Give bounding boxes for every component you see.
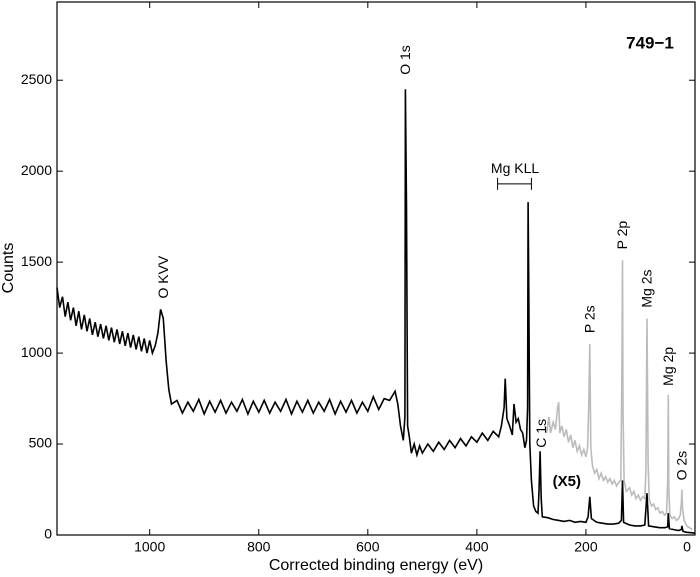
peak-label: Mg KLL	[491, 160, 539, 176]
y-axis-label: Counts	[0, 243, 17, 294]
x-tick-label: 200	[574, 539, 598, 555]
spectrum-line	[56, 89, 695, 534]
y-tick-label: 500	[29, 435, 53, 451]
x-axis-label: Corrected binding energy (eV)	[269, 557, 483, 574]
y-tick-label: 2000	[21, 162, 52, 178]
peak-label: P 2s	[581, 305, 597, 333]
y-tick-label: 1000	[21, 344, 52, 360]
y-tick-label: 0	[44, 526, 52, 542]
x-tick-label: 0	[683, 539, 691, 555]
y-tick-label: 2500	[21, 71, 52, 87]
chart-title: 749−1	[626, 33, 674, 52]
peak-label: O KVV	[155, 255, 171, 298]
peak-label: Mg 2s	[639, 269, 655, 307]
plot-frame	[56, 1, 696, 536]
peak-label: Mg 2p	[660, 347, 676, 386]
x-tick-label: 800	[247, 539, 271, 555]
x-tick-label: 400	[465, 539, 489, 555]
spectrum-line	[544, 260, 693, 531]
range-bracket	[497, 177, 532, 190]
peak-label: O 1s	[397, 45, 413, 75]
peak-label: O 2s	[674, 451, 690, 481]
x-tick-label: 1000	[134, 539, 165, 555]
peak-label: P 2p	[614, 221, 630, 250]
peak-label: (X5)	[553, 473, 581, 490]
y-tick-label: 1500	[21, 253, 52, 269]
peak-label: C 1s	[533, 419, 549, 448]
x-tick-label: 600	[356, 539, 380, 555]
